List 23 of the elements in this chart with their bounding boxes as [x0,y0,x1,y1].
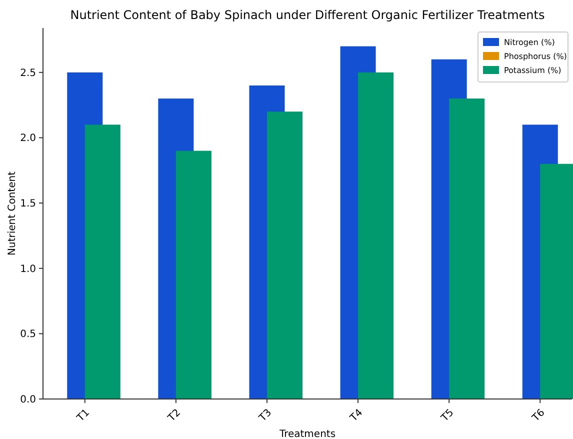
x-axis-title: Treatments [278,429,336,439]
y-tick-label: 0.5 [20,329,36,340]
legend-label: Nitrogen (%) [504,38,555,47]
y-tick-label: 1.5 [20,198,36,210]
y-tick-label: 1.0 [20,264,36,275]
legend-label: Potassium (%) [504,66,562,75]
x-tick-label: T5 [438,407,456,425]
x-tick-label: T1 [74,407,92,425]
bar [176,150,212,399]
bar [266,112,302,399]
x-tick-label: T2 [166,407,184,425]
legend-label: Phosphorus (%) [504,52,567,61]
bar [449,98,485,399]
y-tick-label: 2.0 [20,133,36,144]
chart-title: Nutrient Content of Baby Spinach under Different Organic Fertilizer Treatments [70,8,545,22]
y-tick-label: 2.5 [20,68,36,79]
x-tick-label: T4 [348,407,366,425]
x-tick-label: T3 [256,407,274,425]
bar [84,124,120,399]
y-tick-label: 0.0 [20,394,36,406]
y-axis-title: Nutrient Content [7,171,18,256]
x-tick-label: T6 [530,407,548,425]
bar [358,72,394,399]
